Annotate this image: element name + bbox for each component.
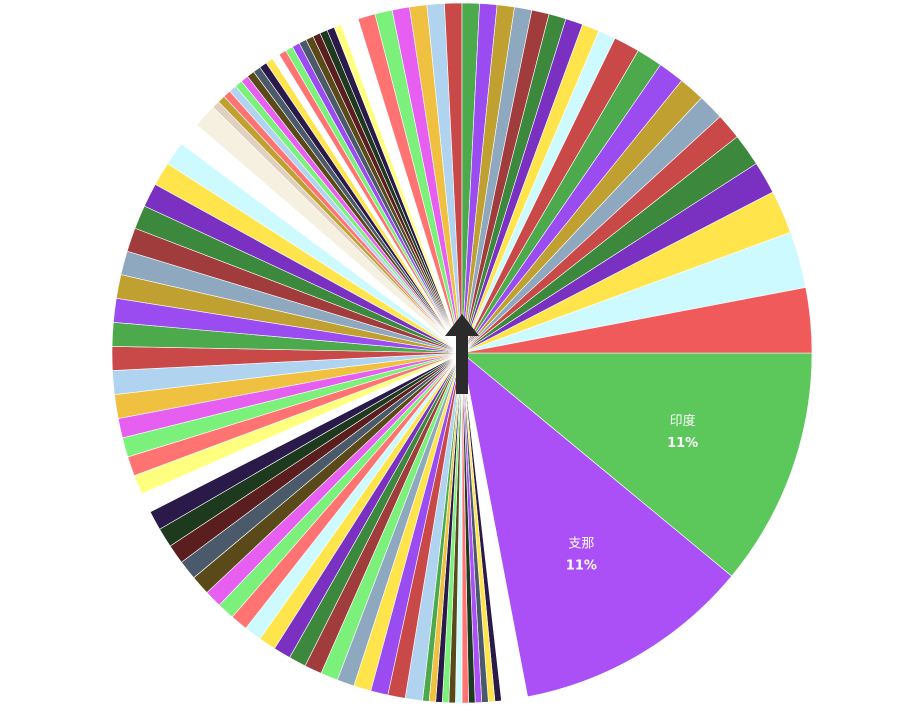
slice-value-label: 11%	[566, 558, 597, 573]
slice-label: 印度	[670, 413, 696, 429]
pie	[111, 2, 813, 704]
drag-arrow-icon	[445, 314, 479, 394]
pie-slice	[461, 352, 733, 698]
pie-slice	[461, 352, 813, 577]
labels: 印度 11% 支那 11%	[566, 413, 698, 573]
slice-label: 支那	[568, 536, 594, 551]
pie-slice	[461, 287, 813, 354]
slice-value-label: 11%	[667, 436, 698, 451]
